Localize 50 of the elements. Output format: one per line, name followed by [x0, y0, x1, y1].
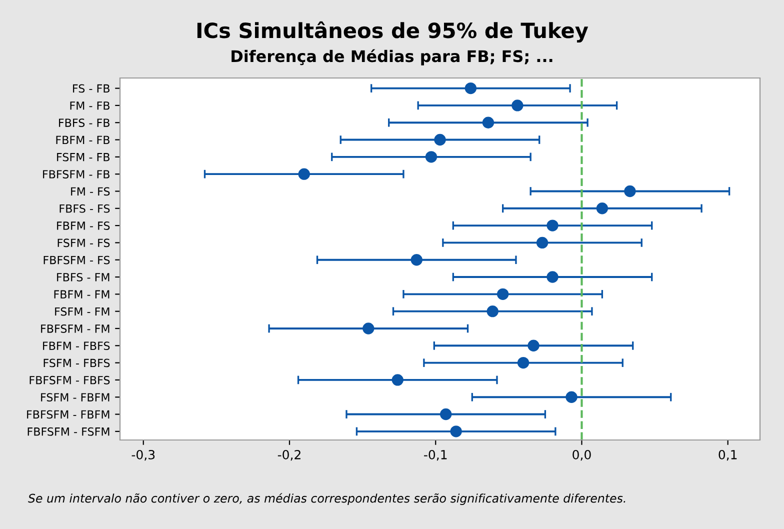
y-tick-label: FBFSFM - FB — [43, 170, 110, 178]
x-tick-label: 0,0 — [572, 450, 591, 461]
y-tick-label: FSFM - FS — [58, 238, 110, 248]
point — [528, 340, 540, 352]
point — [482, 116, 494, 128]
y-tick-label: FBFSFM - FSFM — [28, 427, 110, 436]
point — [517, 356, 530, 369]
y-tick-label: FSFM - FBFS — [44, 358, 110, 368]
point — [434, 134, 446, 146]
y-tick-label: FBFSFM - FM — [41, 324, 110, 333]
x-tick-label: 0,1 — [718, 450, 737, 461]
y-tick-label: FM - FB — [70, 102, 110, 110]
y-tick-label: FBFSFM - FBFS — [30, 376, 110, 384]
y-tick-label: FS - FB — [73, 84, 110, 93]
point — [298, 168, 310, 180]
y-tick-label: FBFSFM - FS — [44, 256, 110, 264]
point — [392, 374, 404, 386]
y-tick-label: FBFM - FBFS — [43, 342, 110, 350]
x-tick-label: -0,2 — [278, 450, 300, 461]
point — [362, 322, 374, 334]
y-tick-label: FBFM - FM — [54, 290, 110, 298]
point — [496, 288, 509, 300]
point — [624, 185, 636, 198]
chart-subtitle: Diferença de Médias para FB; FS; ... — [232, 49, 552, 66]
y-tick-label: FBFS - FB — [59, 118, 110, 127]
x-tick-label: -0,1 — [424, 450, 447, 461]
point — [440, 408, 452, 420]
y-tick-label: FSFM - FB — [57, 152, 110, 162]
point — [486, 305, 498, 318]
y-tick-label: FSFM - FBFM — [41, 393, 110, 402]
y-tick-label: FSFM - FM — [55, 307, 110, 316]
point — [566, 391, 578, 403]
point — [512, 100, 524, 112]
y-tick-label: FBFM - FB — [56, 136, 110, 144]
chart-title: ICs Simultâneos de 95% de Tukey — [197, 21, 588, 42]
point — [546, 220, 558, 232]
point — [546, 271, 558, 283]
y-tick-label: FBFS - FS — [60, 204, 110, 213]
y-tick-label: FBFSFM - FBFM — [27, 410, 110, 419]
point — [464, 82, 477, 94]
point — [425, 151, 438, 163]
point — [450, 426, 462, 438]
point — [596, 202, 608, 214]
y-tick-label: FM - FS — [71, 187, 110, 196]
y-tick-label: FBFS - FM — [57, 272, 110, 282]
point — [410, 254, 422, 266]
y-tick-label: FBFM - FS — [57, 222, 110, 230]
x-tick-label: -0,3 — [132, 450, 155, 461]
text: Se um intervalo não contiver o zero, as médias correspondentes serão significativamente diferentes. — [28, 493, 626, 505]
point — [536, 236, 548, 249]
